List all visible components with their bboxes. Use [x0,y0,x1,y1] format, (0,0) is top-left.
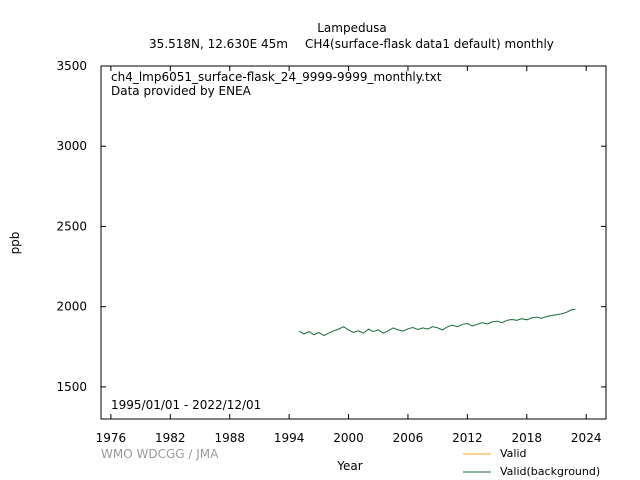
x-tick-label: 2018 [512,431,543,445]
legend-label-background: Valid(background) [500,465,601,478]
annotation-period: 1995/01/01 - 2022/12/01 [111,398,262,412]
credit-text: WMO WDCGG / JMA [101,447,219,461]
x-tick-label: 1982 [155,431,186,445]
x-tick-label: 1988 [214,431,245,445]
x-tick-label: 2024 [571,431,602,445]
plot-frame [100,65,607,420]
x-tick-label: 2006 [393,431,424,445]
y-tick-label: 1500 [56,380,87,394]
y-tick-label: 2500 [56,219,87,233]
x-tick-label: 1976 [96,431,127,445]
chart-subtitle-coords: 35.518N, 12.630E 45m [149,37,288,51]
x-tick-label: 2000 [333,431,364,445]
y-tick-label: 3500 [56,59,87,73]
series-line-background [298,308,576,337]
y-tick-label: 3000 [56,139,87,153]
y-tick-label: 2000 [56,300,87,314]
x-tick-label: 1994 [274,431,305,445]
x-axis-label: Year [337,459,363,473]
annotation-filename: ch4_lmp6051_surface-flask_24_9999-9999_m… [111,70,442,84]
chart-title-station: Lampedusa [317,21,387,35]
x-tick-label: 2012 [452,431,483,445]
annotation-provider: Data provided by ENEA [111,84,251,98]
legend-label-valid: Valid [500,447,527,460]
chart-subtitle-dataset: CH4(surface-flask data1 default) monthly [305,37,554,51]
